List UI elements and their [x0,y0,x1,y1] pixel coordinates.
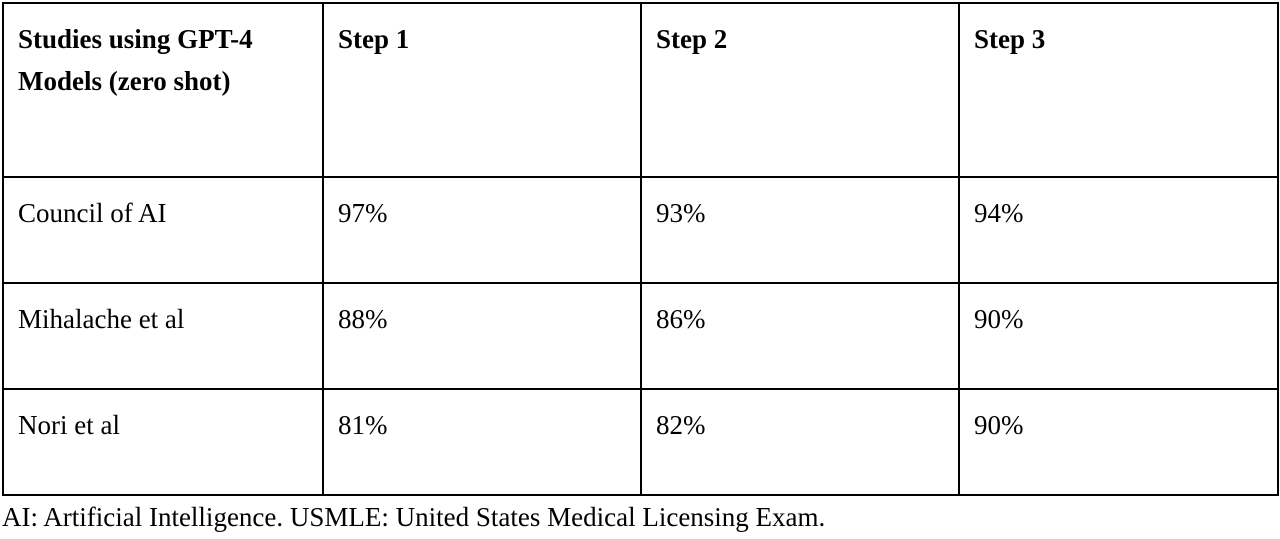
table-cell: Council of AI [2,176,324,284]
table-cell: 82% [640,388,960,496]
header-cell: Step 3 [958,2,1279,178]
table-row: Mihalache et al 88% 86% 90% [2,282,1279,390]
table-cell: 81% [322,388,642,496]
table-cell: 88% [322,282,642,390]
table-cell: 90% [958,388,1279,496]
table-body: Council of AI 97% 93% 94% Mihalache et al 88%… [2,176,1279,496]
table-cell: Mihalache et al [2,282,324,390]
table-cell: 94% [958,176,1279,284]
table-cell: 93% [640,176,960,284]
header-cell: Studies using GPT-4 Models (zero shot) [2,2,324,178]
header-row: Studies using GPT-4 Models (zero shot) St… [2,2,1279,178]
table-cell: Nori et al [2,388,324,496]
results-table: Studies using GPT-4 Models (zero shot) St… [2,2,1279,496]
footnote: AI: Artificial Intelligence. USMLE: Unit… [2,502,826,532]
header-cell: Step 1 [322,2,642,178]
table-cell: 90% [958,282,1279,390]
header-cell: Step 2 [640,2,960,178]
table-cell: 86% [640,282,960,390]
table-row: Nori et al 81% 82% 90% [2,388,1279,496]
table-row: Council of AI 97% 93% 94% [2,176,1279,284]
table-cell: 97% [322,176,642,284]
